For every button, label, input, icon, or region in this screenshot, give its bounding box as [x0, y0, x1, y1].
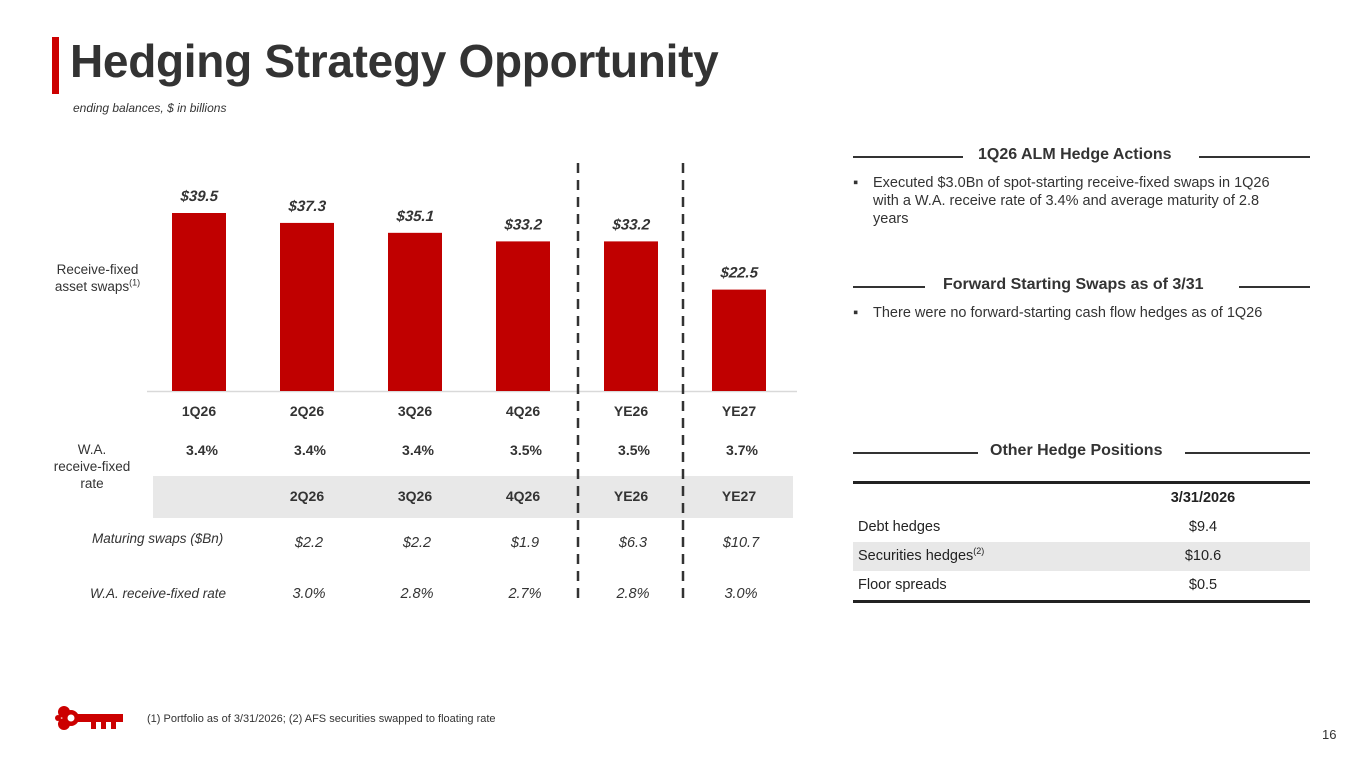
bar-value-label: $39.5: [179, 188, 219, 205]
hedge-bar-chart: $39.5 1Q26 3.4% $37.3 2Q26 3.4% $35.1 3Q26 3.4% $…: [147, 163, 797, 605]
bullet-icon: ▪: [853, 305, 859, 321]
table-header-band: [153, 476, 793, 518]
maturing-table-cell: $2.2: [294, 535, 323, 551]
footnote: (1) Portfolio as of 3/31/2026; (2) AFS s…: [147, 713, 496, 725]
table-row-value: $0.5: [1188, 577, 1218, 593]
x-tick-label: YE26: [614, 403, 648, 419]
forward-bullet-text: There were no forward-starting cash flow…: [873, 305, 1263, 321]
page-title: Hedging Strategy Opportunity: [70, 35, 719, 87]
maturing-table-header: 2Q26: [290, 488, 324, 504]
x-tick-label: YE27: [722, 403, 756, 419]
title-accent-bar: [52, 37, 59, 94]
chart-y-label-text: Receive-fixed asset swaps: [54, 262, 139, 294]
alm-bullet: ▪ Executed $3.0Bn of spot-starting recei…: [853, 174, 1310, 230]
bar-value-label: $37.3: [287, 198, 327, 215]
maturing-table-cell: 2.8%: [615, 586, 649, 602]
table-row: Debt hedges $9.4: [853, 513, 1310, 542]
bar-value-label: $35.1: [395, 208, 435, 225]
bar-value-label: $33.2: [611, 216, 651, 233]
other-hedge-table: 3/31/2026 Debt hedges $9.4 Securities he…: [853, 481, 1310, 603]
x-tick-label: 4Q26: [506, 403, 540, 419]
alm-bullet-line: Executed $3.0Bn of spot-starting receive…: [873, 175, 1270, 191]
x-tick-label: 3Q26: [398, 403, 432, 419]
page-subtitle: ending balances, $ in billions: [73, 101, 227, 115]
table-row-value: $10.6: [1184, 548, 1222, 564]
table-row: Securities hedges(2) $10.6: [853, 542, 1310, 571]
other-hedge-column-header: 3/31/2026: [1170, 490, 1236, 506]
bar-value-label: $22.5: [719, 265, 759, 282]
bar-value-label: $33.2: [503, 216, 543, 233]
rate-value: 3.5%: [510, 442, 542, 458]
alm-bullet-text: Executed $3.0Bn of spot-starting receive…: [873, 174, 1270, 228]
maturing-table-header: 4Q26: [506, 488, 540, 504]
maturing-table-header: 3Q26: [398, 488, 432, 504]
bar: [496, 241, 550, 391]
table-row: Floor spreads $0.5: [853, 571, 1310, 600]
page-number: 16: [1322, 727, 1337, 742]
alm-heading-text: 1Q26 ALM Hedge Actions: [978, 146, 1172, 163]
bar: [604, 241, 658, 391]
chart-y-label: Receive-fixed asset swaps(1): [40, 261, 155, 295]
rate-row-label: W.A. receive-fixed rate: [53, 442, 131, 491]
maturing-table-cell: $10.7: [722, 535, 760, 551]
other-hedge-header-row: 3/31/2026: [853, 484, 1310, 513]
x-tick-label: 1Q26: [182, 403, 216, 419]
forward-heading-text: Forward Starting Swaps as of 3/31: [943, 276, 1204, 293]
table-row-label-text: Floor spreads: [858, 577, 947, 593]
table-row-label: Securities hedges(2): [858, 546, 985, 564]
maturing-table-cell: $1.9: [510, 535, 539, 551]
bar: [172, 213, 226, 391]
rate-value: 3.4%: [186, 442, 218, 458]
maturing-rate-row-label: W.A. receive-fixed rate: [90, 586, 227, 601]
maturing-row-label: Maturing swaps ($Bn): [92, 531, 224, 546]
bar: [280, 222, 334, 391]
rate-value: 3.4%: [294, 442, 326, 458]
rate-value: 3.7%: [726, 442, 758, 458]
maturing-table-cell: $2.2: [402, 535, 431, 551]
alm-bullet-line: years: [873, 211, 909, 227]
bullet-icon: ▪: [853, 175, 859, 191]
maturing-table-cell: 3.0%: [292, 586, 325, 602]
table-row-label-text: Securities hedges: [858, 548, 974, 564]
maturing-table-cell: 2.8%: [399, 586, 433, 602]
rate-value: 3.4%: [402, 442, 434, 458]
bar: [388, 232, 442, 391]
table-row-label: Floor spreads: [858, 577, 947, 593]
bar: [712, 289, 766, 391]
table-row-label-text: Debt hedges: [858, 519, 941, 535]
maturing-table-header: YE26: [614, 488, 648, 504]
maturing-table-cell: $6.3: [618, 535, 647, 551]
other-heading-text: Other Hedge Positions: [990, 442, 1163, 459]
x-tick-label: 2Q26: [290, 403, 324, 419]
maturing-table-cell: 2.7%: [507, 586, 541, 602]
key-logo-icon: [55, 706, 123, 730]
table-row-label-sup: (2): [973, 546, 985, 557]
forward-heading: Forward Starting Swaps as of 3/31: [853, 276, 1310, 296]
maturing-table-cell: 3.0%: [724, 586, 757, 602]
rate-value: 3.5%: [618, 442, 650, 458]
maturing-table-header: YE27: [722, 488, 756, 504]
chart-y-label-sup: (1): [129, 277, 141, 288]
forward-bullet: ▪ There were no forward-starting cash fl…: [853, 304, 1310, 324]
table-row-label: Debt hedges: [858, 519, 940, 535]
other-heading: Other Hedge Positions: [853, 442, 1310, 462]
table-row-value: $9.4: [1188, 519, 1218, 535]
alm-bullet-line: with a W.A. receive rate of 3.4% and ave…: [873, 193, 1260, 209]
alm-heading: 1Q26 ALM Hedge Actions: [853, 146, 1310, 166]
